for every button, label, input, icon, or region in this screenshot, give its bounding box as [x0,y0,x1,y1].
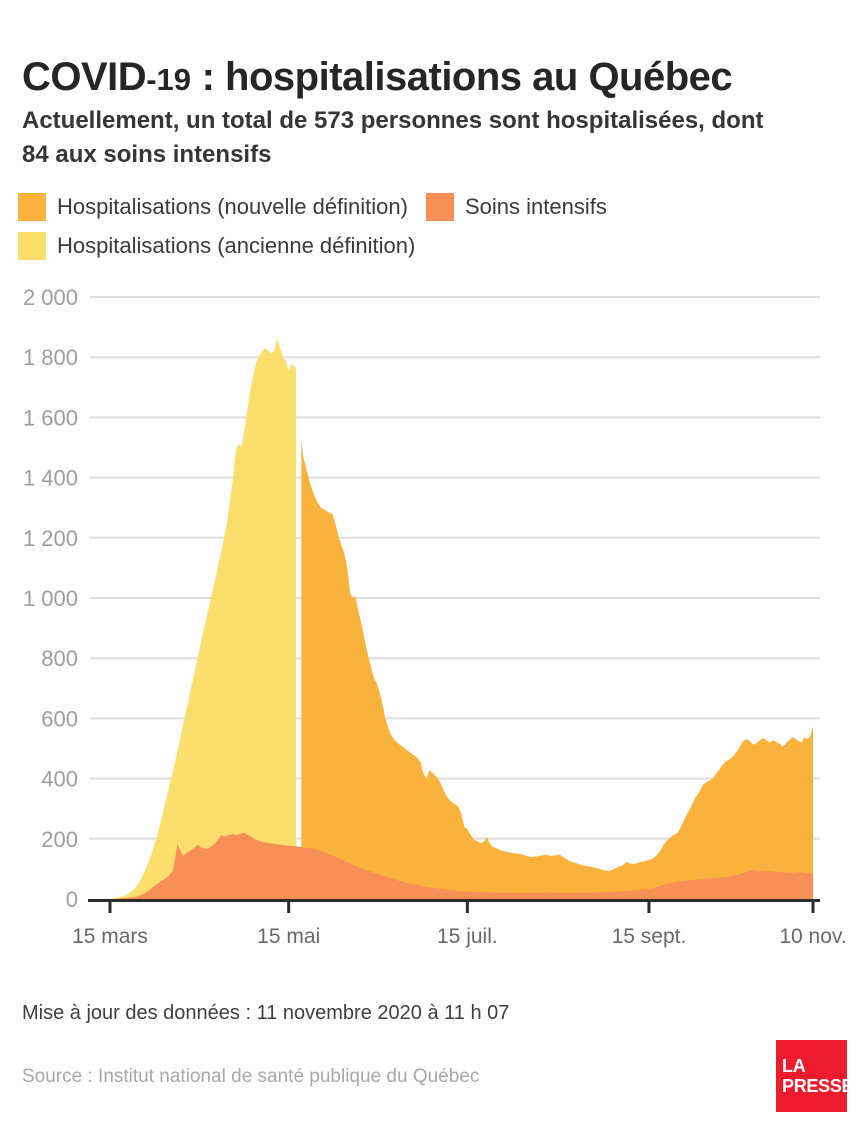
x-axis-label-15-juil-: 15 juil. [437,925,498,948]
x-axis-label-15-sept-: 15 sept. [612,925,687,948]
chart-area: 0 200 400 600 800 1 000 1 200 1 400 1 600 1 800 2 … [0,285,860,960]
title-number: -19 [146,61,191,97]
x-axis-label-15-mai: 15 mai [257,925,320,948]
legend-item-nouvelle-definition: Hospitalisations (nouvelle définition) [18,193,408,221]
hospitalizations-area-chart: 0 200 400 600 800 1 000 1 200 1 400 1 600 1 800 2 … [23,285,847,948]
y-axis-label-1200: 1 200 [23,526,78,551]
y-axis-label-1400: 1 400 [23,466,78,491]
data-updated-text: Mise à jour des données : 11 novembre 20… [22,1002,510,1024]
legend-item-ancienne-definition: Hospitalisations (ancienne définition) [18,232,415,260]
title-prefix: COVID [22,54,147,99]
y-axis-label-2000: 2 000 [23,285,78,310]
legend-label-soins-intensifs: Soins intensifs [464,194,607,219]
la-presse-logo: LA PRESSE [776,1040,854,1112]
legend-item-soins-intensifs: Soins intensifs [425,193,607,221]
logo-line-2: PRESSE [782,1076,854,1096]
y-axis-label-600: 600 [41,706,78,731]
chart-subtitle: Actuellement, un total de 573 personnes … [22,107,764,168]
y-axis-label-0: 0 [66,887,78,912]
legend-label-nouvelle: Hospitalisations (nouvelle définition) [57,194,408,219]
title-suffix: : hospitalisations au Québec [191,54,733,99]
page-title: COVID-19 : hospitalisations au Québec [22,55,838,100]
logo-line-1: LA [782,1056,806,1076]
legend-swatch-ancienne [18,232,46,260]
x-axis-label-10-nov-: 10 nov. [779,925,846,948]
x-axis-label-15-mars: 15 mars [72,925,148,948]
y-axis-label-800: 800 [41,646,78,671]
series-area-soins-intensifs [110,832,813,899]
y-axis-label-1000: 1 000 [23,586,78,611]
legend-swatch-soins-intensifs [425,193,454,221]
y-axis-label-1600: 1 600 [23,405,78,430]
legend-label-ancienne: Hospitalisations (ancienne définition) [57,233,416,258]
y-axis-label-200: 200 [41,827,78,852]
y-axis-label-1800: 1 800 [23,345,78,370]
source-text: Source : Institut national de santé publ… [22,1066,480,1087]
series-area-ancienne [110,338,296,899]
y-axis-label-400: 400 [41,767,78,792]
series-area-nouvelle [301,440,813,899]
legend: Hospitalisations (nouvelle définition) S… [18,193,842,260]
legend-swatch-nouvelle [18,193,46,221]
